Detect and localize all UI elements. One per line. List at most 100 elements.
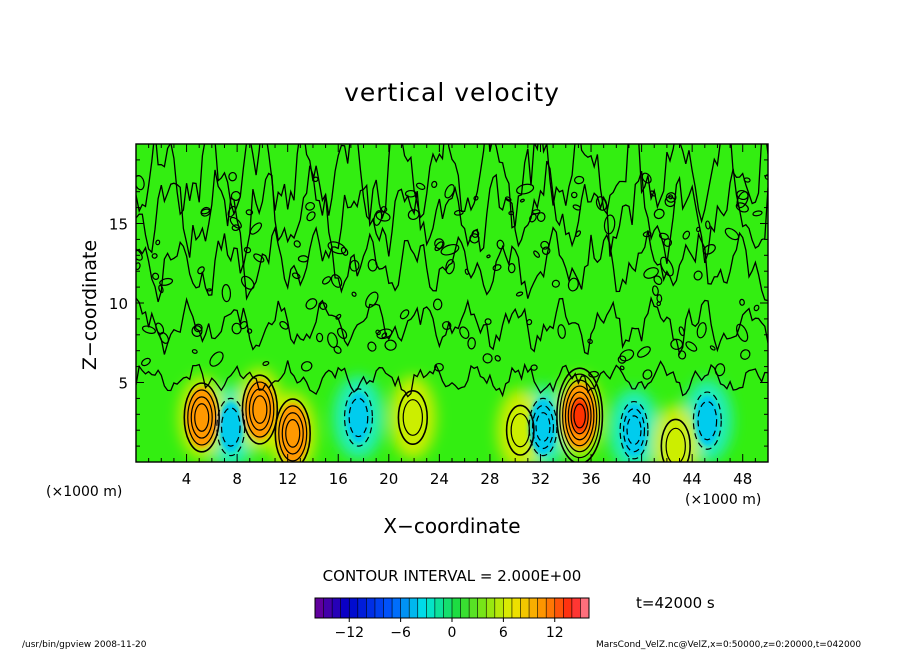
downdraft-core <box>346 392 371 443</box>
downdraft-core <box>695 395 720 447</box>
colorbar-swatch <box>400 598 410 618</box>
colorbar-swatch <box>460 598 470 618</box>
contour-blob <box>617 355 627 364</box>
footer-left: /usr/bin/gpview 2008-11-20 <box>22 640 147 650</box>
contour-interval-label: CONTOUR INTERVAL = 2.000E+00 <box>322 567 582 585</box>
colorbar-swatch <box>392 598 401 618</box>
contour-blob <box>696 322 707 339</box>
contour-blob <box>349 259 360 272</box>
downdraft-contour <box>622 408 646 453</box>
contour-blob <box>619 365 625 371</box>
colorbar-swatch <box>546 598 556 618</box>
x-tick-label: 12 <box>278 470 297 488</box>
contour-blob <box>678 326 685 337</box>
updraft-contour <box>281 412 304 455</box>
x-axis-label: X−coordinate <box>383 514 521 538</box>
contour-blob <box>660 256 674 277</box>
contour-blob <box>432 298 443 311</box>
z-unit-label: (×1000 m) <box>46 484 123 500</box>
contour-blob <box>197 266 205 275</box>
contour-blob <box>505 196 512 202</box>
contour-blob <box>399 309 410 320</box>
contour-blob <box>155 322 165 335</box>
contour-blob <box>658 232 669 240</box>
contour-blob <box>473 195 479 201</box>
contour-blob <box>735 202 749 213</box>
contour-blob <box>445 259 455 275</box>
contour-blob <box>653 208 665 220</box>
contour-blob <box>530 364 538 371</box>
contour-blob <box>312 176 319 183</box>
colorbar-tick-label: 12 <box>546 625 564 641</box>
contour-blob <box>136 247 143 261</box>
colorbar-tick-label: 0 <box>448 625 457 641</box>
contour-blob <box>340 246 349 256</box>
colorbar-swatch <box>554 598 564 618</box>
contour-blob <box>459 326 470 339</box>
contour-blob <box>714 363 726 377</box>
contour-blob <box>300 361 313 372</box>
colorbar-swatch <box>563 598 573 618</box>
contour-blob <box>293 240 301 248</box>
contour-blob <box>240 275 255 290</box>
contour-blob <box>262 360 270 367</box>
contour-blob <box>482 353 493 364</box>
downdraft-contour <box>528 397 558 457</box>
contour-blob <box>494 355 501 362</box>
contour-line <box>136 226 768 303</box>
contour-blob <box>384 339 397 351</box>
colorbar-swatch <box>511 598 521 618</box>
contour-blob <box>508 210 515 216</box>
downdraft-contour <box>343 388 373 447</box>
contour-blob <box>685 341 698 352</box>
contour-blob <box>507 263 516 274</box>
contour-blob <box>739 298 745 306</box>
colorbar-swatch <box>520 598 530 618</box>
x-tick-label: 44 <box>683 470 702 488</box>
colorbar-swatch <box>349 598 359 618</box>
colorbar-swatch <box>486 598 496 618</box>
colorbar-swatch <box>503 598 513 618</box>
contour-line <box>136 296 768 356</box>
contour-blob <box>541 246 551 255</box>
updraft-contour <box>660 418 691 462</box>
contour-blob <box>752 210 763 217</box>
colorbar-swatch <box>571 598 581 618</box>
updraft-contour <box>285 419 301 448</box>
colorbar-swatch <box>452 598 461 618</box>
contour-blob <box>573 175 585 185</box>
contour-blob <box>253 253 265 263</box>
contour-blob <box>373 210 383 226</box>
contour-blob <box>516 183 535 195</box>
colorbar-tick-label: −6 <box>390 625 411 641</box>
colorbar-swatch <box>383 598 393 618</box>
x-tick-label: 48 <box>733 470 752 488</box>
colorbar-swatch <box>357 598 367 618</box>
contour-blob <box>588 370 599 378</box>
colorbar-tick-label: 6 <box>499 625 508 641</box>
x-tick-label: 40 <box>632 470 651 488</box>
contour-blob <box>327 332 338 349</box>
contour-line <box>136 360 768 398</box>
contour-blob <box>531 209 541 215</box>
updraft-halo <box>652 404 699 462</box>
contour-blob <box>351 291 357 297</box>
contour-blob <box>315 332 324 343</box>
contour-blob <box>540 240 550 250</box>
contour-blob <box>440 243 460 256</box>
contour-blob <box>642 231 652 238</box>
updraft-contour <box>248 388 271 431</box>
downdraft-contour <box>348 397 369 438</box>
updraft-contour <box>397 389 429 445</box>
y-tick-label: 5 <box>118 375 128 393</box>
contour-blob <box>464 268 470 275</box>
contour-blob <box>380 206 388 213</box>
contour-blob <box>682 230 691 240</box>
contour-blob <box>642 369 653 380</box>
contour-blob <box>209 351 224 367</box>
contour-blob <box>330 274 343 288</box>
updraft-peak <box>569 397 590 435</box>
x-unit-label: (×1000 m) <box>685 492 762 508</box>
contour-blob <box>228 171 237 182</box>
contour-blob <box>551 279 560 288</box>
